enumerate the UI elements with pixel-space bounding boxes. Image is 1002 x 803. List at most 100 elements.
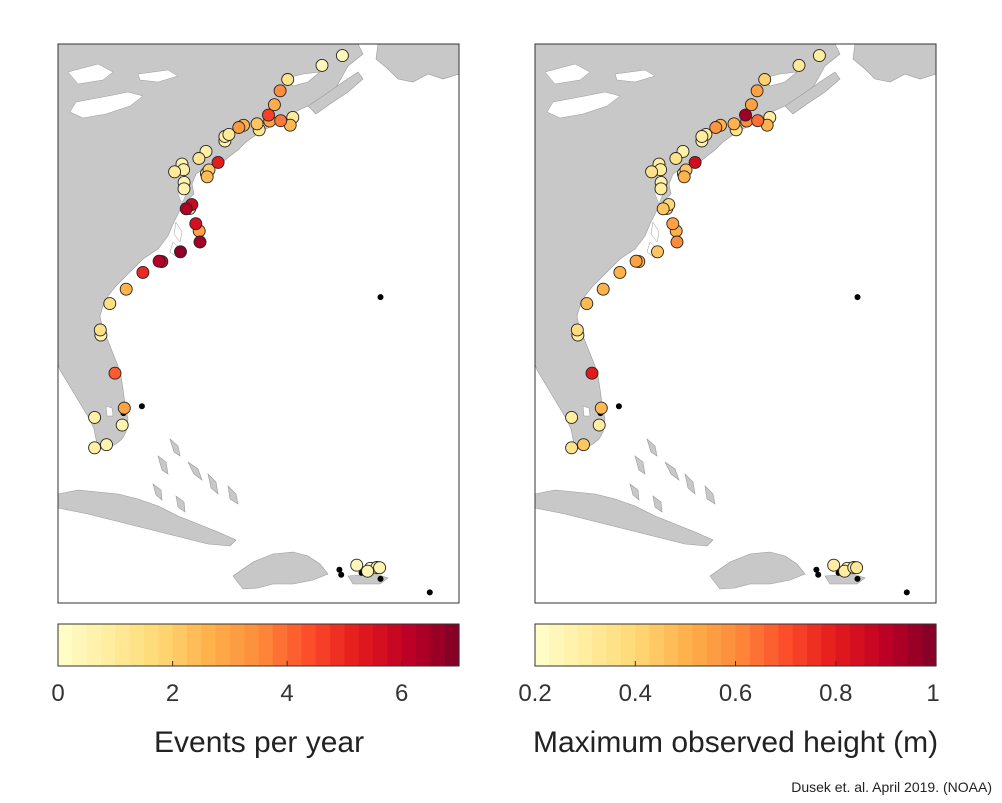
station-marker: Springmaid Pier SC: [613, 265, 627, 279]
colorbar-band: [635, 624, 651, 666]
colorbar-band: [315, 624, 331, 666]
station-marker-nodata: [854, 575, 861, 582]
colorbar-band: [301, 624, 317, 666]
station-marker: Eastport ME: [812, 49, 826, 63]
colorbar-band: [430, 624, 446, 666]
colorbar-band: [907, 624, 923, 666]
station-marker: Bridgeport CT: [709, 121, 723, 134]
station-marker: Duck NC: [666, 217, 680, 231]
colorbar-band: [535, 624, 550, 666]
right-colorbar-tick-4: 1: [926, 680, 940, 707]
map-frame: [534, 43, 937, 604]
colorbar-band: [401, 624, 417, 666]
credit-text: Dusek et. al. April 2019. (NOAA): [791, 779, 992, 795]
station-marker: Virginia Key FL: [592, 418, 606, 432]
colorbar-band: [692, 624, 708, 666]
station-marker: Fernandina Beach FL: [93, 323, 107, 337]
station-marker: Springmaid Pier SC: [136, 265, 150, 279]
station-marker: Naples FL: [88, 410, 102, 424]
colorbar-band: [201, 624, 217, 666]
station-marker: Beaufort NC: [651, 245, 664, 259]
colorbar-band: [764, 624, 780, 666]
colorbar-band: [663, 624, 679, 666]
station-marker: Providence RI: [739, 108, 752, 122]
station-marker-nodata: [138, 403, 145, 410]
colorbar-band: [878, 624, 894, 666]
right-colorbar-tick-2: 0.6: [718, 680, 753, 707]
station-marker: Lime Tree Bay VI: [373, 561, 387, 575]
station-marker: Boston MA: [744, 98, 758, 112]
colorbar-band: [678, 624, 694, 666]
colorbar-band: [358, 624, 374, 666]
colorbar-band: [172, 624, 188, 666]
right-colorbar-tick-3: 0.8: [819, 680, 853, 707]
colorbar-band: [444, 624, 460, 666]
colorbar-band: [549, 624, 565, 666]
station-marker: Cape Hatteras NC: [670, 235, 684, 249]
left-colorbar-tick-1: 2: [165, 680, 180, 707]
colorbar-band: [577, 624, 593, 666]
colorbar-band: [893, 624, 908, 666]
station-marker: Vaca Key FL: [100, 438, 113, 452]
station-marker: Kings Point NY: [222, 127, 236, 141]
colorbar-band: [921, 624, 937, 666]
colorbar-band: [864, 624, 880, 666]
station-marker: Lake Worth FL: [594, 401, 608, 415]
colorbar-band: [186, 624, 202, 666]
colorbar-height: [534, 623, 937, 667]
colorbar-band: [387, 624, 403, 666]
station-marker-nodata: [338, 571, 345, 578]
station-marker: Reedy Point DE: [669, 152, 683, 165]
station-marker: Cape Hatteras NC: [193, 235, 207, 249]
station-marker-nodata: [377, 294, 384, 301]
station-marker: Virginia Key FL: [115, 418, 129, 432]
colorbar-band: [850, 624, 865, 666]
right-colorbar-tick-1: 0.4: [618, 680, 652, 707]
station-marker: Bridgeport CT: [232, 121, 246, 134]
station-marker-nodata: [813, 566, 820, 573]
station-marker: Lake Worth FL: [117, 401, 131, 415]
station-marker: Providence RI: [262, 108, 275, 122]
station-marker-nodata: [815, 571, 822, 578]
left-colorbar-tick-0: 0: [51, 680, 65, 707]
colorbar-band: [344, 624, 360, 666]
station-marker: San Juan PR: [827, 558, 841, 572]
colorbar-band: [735, 624, 751, 666]
station-marker: Beaufort NC: [174, 245, 187, 259]
station-marker: San Juan PR: [350, 558, 364, 572]
station-marker: Portland ME: [758, 73, 772, 86]
station-marker: Portland ME: [281, 73, 295, 86]
station-marker: Wilmington NC: [152, 254, 166, 268]
colorbar-band: [72, 624, 88, 666]
colorbar-band: [244, 624, 260, 666]
station-marker: Fort Point NH: [273, 84, 287, 98]
station-marker: Vaca Key FL: [577, 438, 590, 452]
colorbar-band: [706, 624, 722, 666]
station-marker: Indian River DE: [200, 170, 214, 184]
station-marker: Boston MA: [267, 98, 281, 112]
colorbar-band: [807, 624, 823, 666]
colorbar-band: [58, 624, 73, 666]
station-marker: Bar Harbor ME: [792, 58, 806, 72]
station-marker: Trident Pier FL: [108, 366, 122, 380]
station-marker: New London CT: [727, 117, 741, 131]
left-colorbar-title: Events per year: [154, 726, 365, 759]
colorbar-band: [215, 624, 231, 666]
station-marker: New London CT: [250, 117, 264, 131]
colorbar-events: [57, 623, 460, 667]
colorbar-band: [835, 624, 851, 666]
right-colorbar-tick-0: 0.2: [518, 680, 552, 707]
colorbar-band: [749, 624, 765, 666]
colorbar-band: [592, 624, 608, 666]
station-marker: Duck NC: [189, 217, 203, 231]
station-marker: Key West FL: [88, 441, 102, 455]
station-marker: Eastport ME: [335, 49, 349, 63]
station-marker: Key West FL: [565, 441, 579, 455]
station-marker: The Battery NY: [695, 130, 709, 143]
station-marker: Fort Point NH: [750, 84, 764, 98]
colorbar-band: [143, 624, 159, 666]
colorbar-band: [287, 624, 303, 666]
colorbar-band: [721, 624, 737, 666]
station-marker: Vieques PR: [361, 564, 375, 578]
